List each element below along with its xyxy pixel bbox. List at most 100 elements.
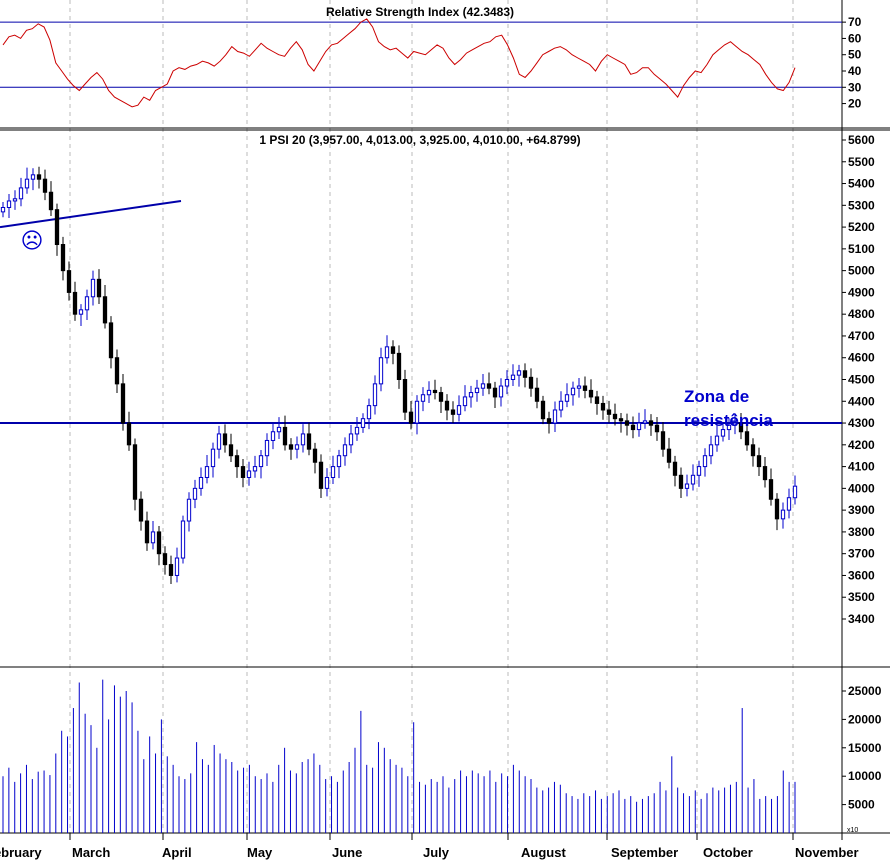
candle-body [138,498,144,522]
price-tick-label: 5500 [848,155,875,169]
candle-body [42,178,48,193]
candle-body [774,498,780,520]
candle-body [30,174,36,180]
candle-body [468,392,474,398]
candle-body [342,444,348,457]
candle-body [726,424,732,431]
price-tick-label: 5300 [848,198,875,212]
candle-body [306,433,312,450]
candle-body [78,309,84,315]
candle-body [432,389,438,394]
candle-body [330,466,336,478]
month-label: September [611,845,678,860]
rsi-tick-label: 40 [848,64,862,78]
candle-body [354,426,360,435]
month-label: May [247,845,273,860]
candle-body [228,444,234,457]
candle-body [660,431,666,450]
candle-body [780,509,786,520]
candle-body [702,455,708,468]
price-tick-label: 5600 [848,133,875,147]
candle-body [186,498,192,522]
resistance-annotation: Zona de resistência [684,387,773,430]
candle-body [762,466,768,481]
price-tick-label: 4000 [848,481,875,495]
candle-body [720,429,726,437]
candle-body [768,479,774,500]
candle-body [558,400,564,411]
candle-body [486,383,492,389]
candle-body [744,431,750,446]
candle-body [570,387,576,396]
sad-face-icon: ☹ [21,228,44,253]
price-tick-label: 3900 [848,503,875,517]
candle-body [786,497,792,511]
price-title: 1 PSI 20 (3,957.00, 4,013.00, 3,925.00, … [259,133,580,147]
candle-body [48,191,54,211]
candle-body [156,531,162,555]
candle-body [384,346,390,359]
candle-body [462,396,468,407]
candle-body [708,444,714,457]
rsi-tick-label: 50 [848,48,862,62]
price-panel [0,166,842,584]
candle-body [96,278,102,298]
candle-body [258,455,264,468]
candle-body [162,553,168,566]
candle-body [222,433,228,446]
month-label: August [521,845,566,860]
candle-body [132,444,138,500]
month-axis: February March April May June July August Septe… [0,833,859,860]
candle-body [264,439,270,457]
price-tick-label: 4900 [848,285,875,299]
candle-body [648,420,654,426]
candle-body [522,370,528,378]
price-tick-label: 4300 [848,416,875,430]
candle-body [12,198,18,202]
candle-body [426,389,432,396]
candle-body [582,385,588,391]
candle-body [198,476,204,489]
candle-body [318,461,324,489]
candle-body [276,426,282,433]
candle-body [666,448,672,463]
price-tick-label: 5200 [848,220,875,234]
candle-body [492,387,498,398]
volume-tick-label: 20000 [848,712,882,726]
volume-panel [2,679,796,833]
price-tick-label: 5000 [848,264,875,278]
month-label: July [423,845,450,860]
candle-body [90,278,96,298]
candle-body [180,520,186,559]
right-axis: 20 30 40 50 60 70 3400 3500 3600 3700 3800 3900 4000… [842,15,882,812]
volume-tick-label: 15000 [848,741,882,755]
price-tick-label: 3500 [848,590,875,604]
candle-body [396,352,402,381]
price-tick-label: 3600 [848,568,875,582]
candle-body [360,418,366,428]
month-label: February [0,845,42,860]
candle-body [324,476,330,489]
candle-body [378,357,384,385]
candle-body [516,370,522,376]
candle-body [528,376,534,389]
month-label: March [72,845,110,860]
candle-body [120,383,126,424]
candle-body [144,520,150,544]
candle-body [24,178,30,189]
price-tick-label: 3400 [848,612,875,626]
candle-body [372,383,378,407]
candle-body [408,411,414,424]
candle-body [564,394,570,402]
candle-body [750,444,756,457]
candle-body [102,296,108,324]
rsi-tick-label: 20 [848,97,862,111]
candle-body [108,322,114,359]
candle-body [288,444,294,450]
price-tick-label: 4800 [848,307,875,321]
candle-body [474,387,480,394]
candle-body [672,461,678,476]
volume-tick-label: 5000 [848,798,875,812]
candle-body [576,385,582,389]
